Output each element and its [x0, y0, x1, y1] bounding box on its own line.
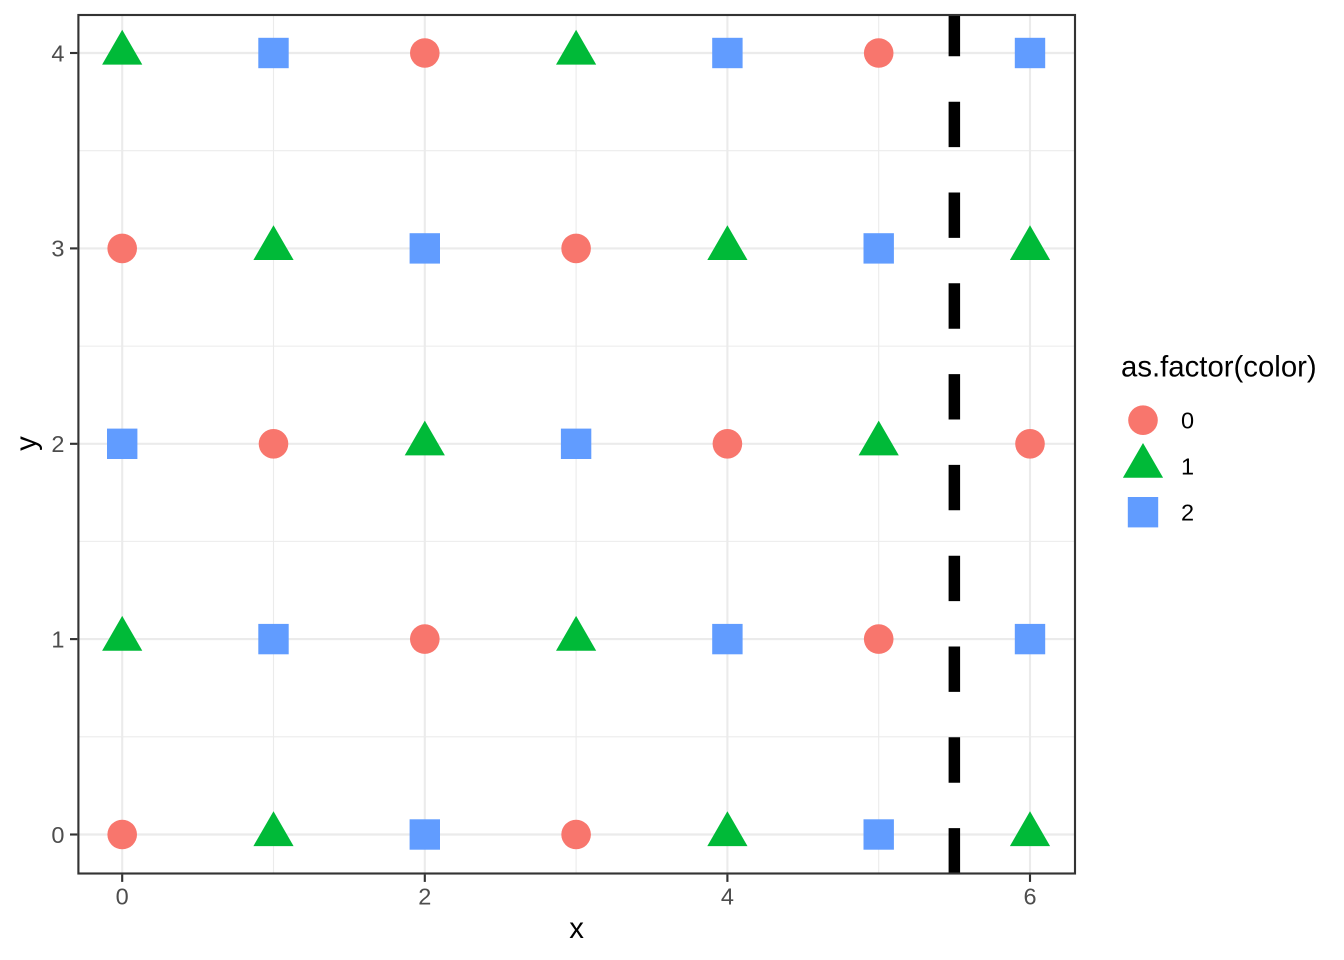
svg-text:2: 2: [1181, 500, 1194, 526]
svg-text:4: 4: [51, 40, 64, 66]
svg-text:x: x: [569, 912, 584, 945]
svg-text:3: 3: [51, 236, 64, 262]
svg-text:0: 0: [51, 822, 64, 848]
svg-text:as.factor(color): as.factor(color): [1121, 351, 1317, 384]
svg-text:2: 2: [51, 431, 64, 457]
svg-text:0: 0: [116, 884, 129, 910]
svg-text:2: 2: [418, 884, 431, 910]
svg-text:y: y: [10, 436, 43, 451]
svg-text:1: 1: [51, 626, 64, 652]
svg-text:0: 0: [1181, 408, 1194, 434]
svg-text:1: 1: [1181, 454, 1194, 480]
svg-text:6: 6: [1023, 884, 1036, 910]
svg-text:4: 4: [721, 884, 734, 910]
